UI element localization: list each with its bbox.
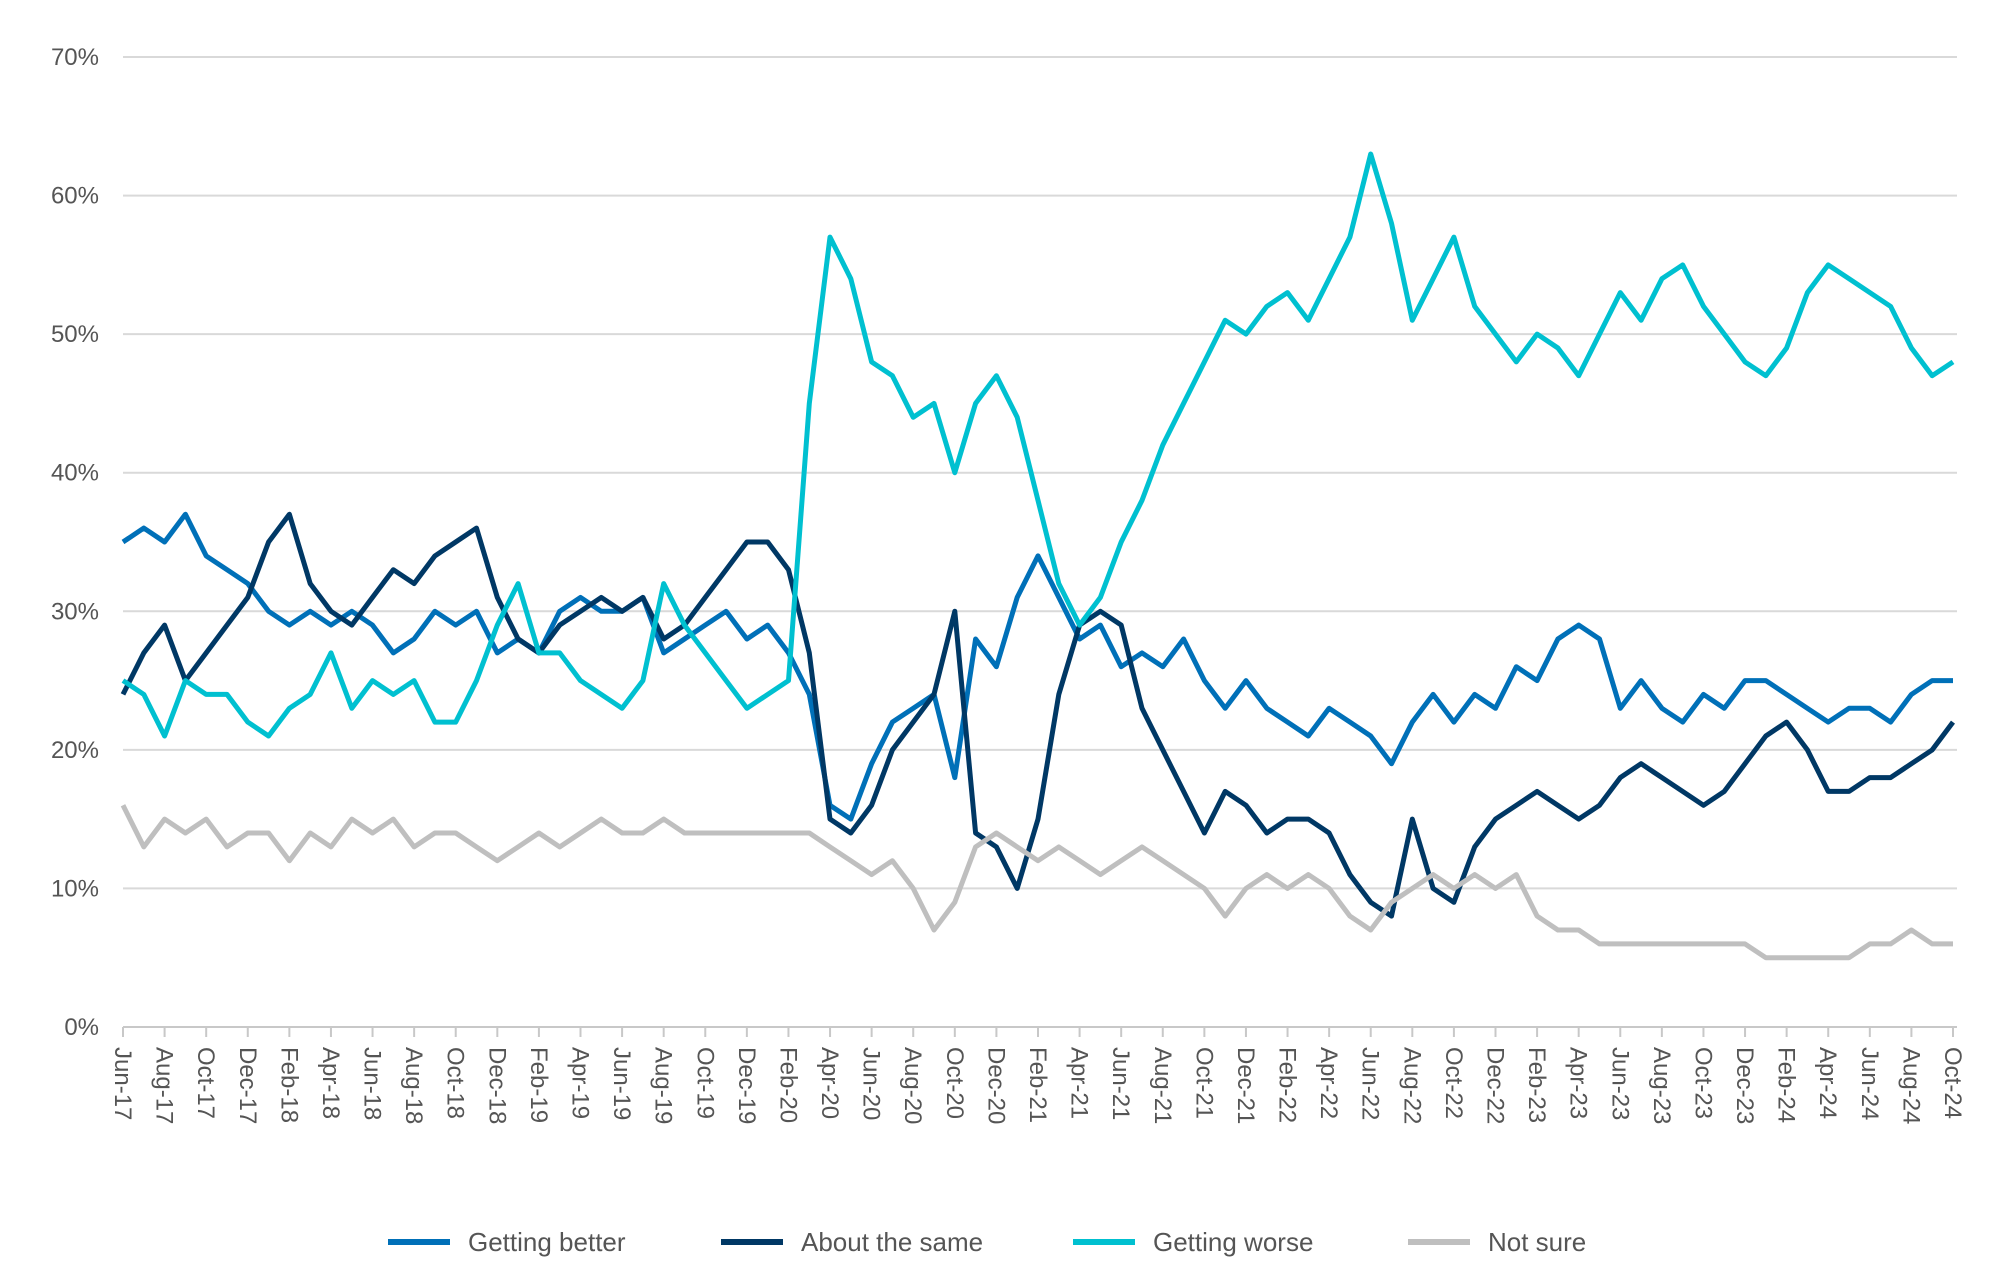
y-tick-label: 70%: [51, 44, 99, 71]
x-tick-label: Oct-24: [1939, 1047, 1966, 1119]
x-tick-label: Apr-20: [816, 1047, 843, 1119]
legend: Getting better About the same Getting wors…: [388, 1227, 1586, 1257]
x-tick-label: Aug-19: [650, 1047, 677, 1124]
x-tick-label: Aug-24: [1897, 1047, 1924, 1124]
x-tick-label: Dec-18: [483, 1047, 510, 1124]
x-tick-label: Aug-20: [899, 1047, 926, 1124]
x-tick-label: Dec-17: [234, 1047, 261, 1124]
x-tick-label: Feb-20: [774, 1047, 801, 1123]
x-tick-label: Aug-21: [1149, 1047, 1176, 1124]
x-tick-label: Feb-24: [1773, 1047, 1800, 1123]
x-tick-label: Dec-20: [982, 1047, 1009, 1124]
x-tick-label: Feb-22: [1274, 1047, 1301, 1123]
x-tick-label: Aug-18: [400, 1047, 427, 1124]
x-tick-label: Jun-22: [1357, 1047, 1384, 1120]
x-tick-label: Oct-23: [1689, 1047, 1716, 1119]
x-tick-label: Dec-23: [1731, 1047, 1758, 1124]
series-line-getting-better: [121, 511, 1953, 822]
series-line-not-sure: [120, 804, 1953, 961]
legend-label: Not sure: [1488, 1227, 1586, 1257]
x-tick-label: Jun-18: [359, 1047, 386, 1120]
x-tick-label: Dec-22: [1482, 1047, 1509, 1124]
y-tick-label: 20%: [51, 737, 99, 764]
x-tick-label: Jun-24: [1856, 1047, 1883, 1120]
legend-label: Getting better: [468, 1227, 626, 1257]
series-lines: [120, 151, 1956, 961]
series-line-getting-worse: [121, 151, 1955, 739]
x-tick-label: Apr-19: [567, 1047, 594, 1119]
x-tick-label: Aug-23: [1648, 1047, 1675, 1124]
y-tick-label: 50%: [51, 321, 99, 348]
x-tick-label: Dec-21: [1232, 1047, 1259, 1124]
x-axis-ticks: Jun-17 Aug-17 Oct-17 Dec-17 Feb-18 Apr-18 Jun-…: [109, 1027, 1966, 1124]
x-tick-label: Apr-18: [317, 1047, 344, 1119]
x-tick-label: Jun-20: [858, 1047, 885, 1120]
gridlines: [123, 56, 1957, 1028]
x-tick-label: Aug-22: [1398, 1047, 1425, 1124]
legend-label: About the same: [801, 1227, 983, 1257]
x-tick-label: Oct-19: [691, 1047, 718, 1119]
series-line-about-the-same: [120, 511, 1956, 919]
x-tick-label: Jun-19: [608, 1047, 635, 1120]
x-tick-label: Jun-17: [109, 1047, 136, 1120]
x-tick-label: Feb-19: [525, 1047, 552, 1123]
x-tick-label: Apr-21: [1066, 1047, 1093, 1119]
y-tick-label: 0%: [64, 1014, 99, 1041]
x-tick-label: Oct-20: [941, 1047, 968, 1119]
x-tick-label: Feb-21: [1024, 1047, 1051, 1123]
y-axis-ticks: 0% 10% 20% 30% 40% 50% 60% 70%: [51, 44, 99, 1041]
x-tick-label: Feb-23: [1523, 1047, 1550, 1123]
x-tick-label: Oct-21: [1190, 1047, 1217, 1119]
x-tick-label: Apr-23: [1565, 1047, 1592, 1119]
x-tick-label: Apr-22: [1315, 1047, 1342, 1119]
legend-label: Getting worse: [1153, 1227, 1313, 1257]
y-tick-label: 60%: [51, 183, 99, 210]
x-tick-label: Apr-24: [1814, 1047, 1841, 1119]
x-tick-label: Feb-18: [275, 1047, 302, 1123]
x-tick-label: Oct-22: [1440, 1047, 1467, 1119]
x-tick-label: Dec-19: [733, 1047, 760, 1124]
x-tick-label: Jun-23: [1606, 1047, 1633, 1120]
x-tick-label: Oct-17: [192, 1047, 219, 1119]
y-tick-label: 40%: [51, 460, 99, 487]
x-tick-label: Jun-21: [1107, 1047, 1134, 1120]
y-tick-label: 30%: [51, 598, 99, 625]
y-tick-label: 10%: [51, 875, 99, 902]
x-tick-label: Oct-18: [442, 1047, 469, 1119]
x-tick-label: Aug-17: [151, 1047, 178, 1124]
